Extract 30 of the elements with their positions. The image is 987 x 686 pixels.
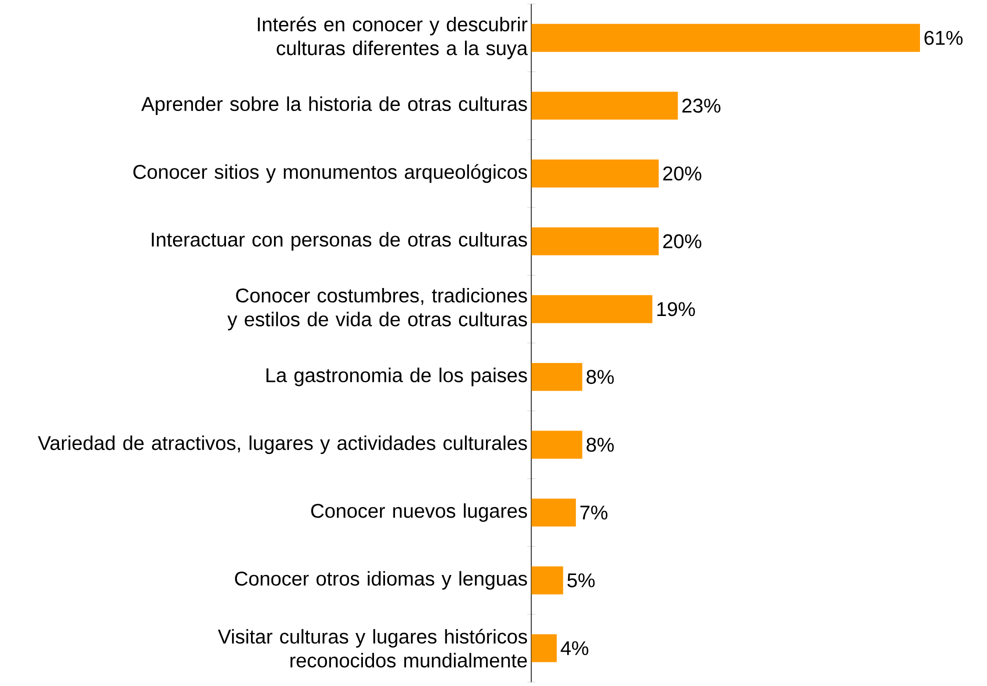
bar — [531, 634, 557, 662]
bar — [531, 24, 920, 52]
data-label: 8% — [586, 370, 614, 384]
y-tick-label: Conocer costumbres, tradiciones y estilos de vida de otras culturas — [227, 288, 527, 330]
y-tick-label: Conocer nuevos lugares — [311, 503, 527, 522]
y-tick-label: Interactuar con personas de otras culturas — [152, 232, 527, 251]
data-label: 7% — [580, 506, 608, 520]
data-label: 61% — [924, 30, 963, 45]
bar — [531, 160, 659, 188]
bar — [531, 227, 659, 256]
y-tick-label: Interés en conocer y descubrir culturas diferentes a la suya — [258, 16, 528, 60]
bar — [531, 498, 576, 526]
y-tick-label: Variedad de atractivos, lugares y actividades culturales — [38, 435, 527, 454]
bar — [531, 92, 678, 120]
bar — [531, 362, 582, 391]
data-label: 23% — [682, 98, 720, 113]
bar — [531, 295, 652, 324]
data-label: 5% — [567, 573, 595, 588]
data-label: 8% — [586, 438, 614, 452]
data-label: 20% — [663, 234, 702, 248]
data-label: 4% — [560, 641, 588, 656]
data-label: 20% — [663, 166, 702, 180]
y-tick-label: Conocer otros idiomas y lenguas — [235, 571, 527, 590]
bar — [531, 430, 582, 459]
y-tick-label: Visitar culturas y lugares históricos reconocidos mundialmente — [218, 628, 527, 668]
y-tick-label: Conocer sitios y monumentos arqueológicos — [133, 164, 527, 183]
bar — [531, 566, 564, 594]
y-tick-label: La gastronomia de los paises — [266, 368, 527, 386]
y-tick-label: Aprender sobre la historia de otras culturas — [141, 96, 527, 115]
data-label: 19% — [657, 302, 695, 316]
